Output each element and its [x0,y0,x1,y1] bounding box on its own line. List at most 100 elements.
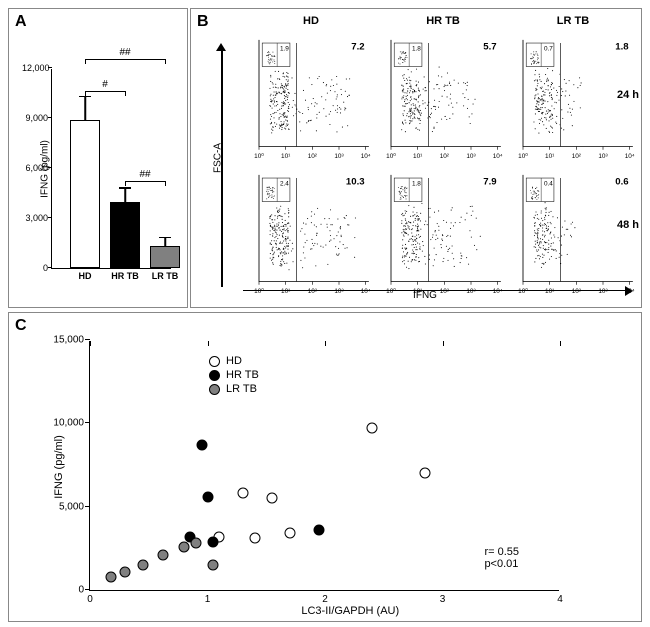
c-r: r= 0.55 [484,546,519,558]
a-xtick: LR TB [148,268,182,281]
a-sig-text: # [102,79,108,90]
flow-cell: 10⁰ 10¹ 10² 10³ 10⁴ 5.7 1.8 [375,33,503,164]
legend-hd-key [209,356,220,367]
legend-lrtb-key [209,384,220,395]
c-point-HRTB [196,440,207,451]
c-point-LRTB [208,560,219,571]
panel-c: C IFNG (pg/ml) LC3-II/GAPDH (AU) 05,0001… [8,312,642,622]
c-legend: HD HR TB LR TB [209,353,259,397]
c-point-HD [419,468,430,479]
legend-hrtb: HR TB [209,369,259,381]
c-stats: r= 0.55 p<0.01 [484,546,519,570]
svg-text:10.3: 10.3 [346,176,365,187]
svg-text:10⁰: 10⁰ [254,153,264,160]
a-sig-text: ## [119,47,130,58]
b-col-hrtb: HR TB [383,15,503,27]
b-xaxis-arrow-head [625,286,633,296]
c-point-HD [367,423,378,434]
svg-text:0.6: 0.6 [615,176,628,187]
a-xtick: HR TB [108,268,142,281]
legend-lrtb-label: LR TB [226,383,257,395]
a-ytick: 3,000 [22,213,52,223]
a-bar [70,120,100,268]
c-point-LRTB [190,538,201,549]
b-yaxis-arrow-line [221,49,223,287]
c-p: p<0.01 [484,558,519,570]
flow-cell: 10⁰10¹10²10³10⁴7.91.8 [375,168,503,299]
c-xtick: 1 [193,590,223,605]
legend-hrtb-key [209,370,220,381]
svg-text:10³: 10³ [598,153,607,160]
b-xaxis-label: IFNG [413,290,437,301]
flow-cell: 10⁰ 10¹ 10² 10³ 10⁴ 7.2 1.9 [243,33,371,164]
c-point-HRTB [202,491,213,502]
b-col-hd: HD [251,15,371,27]
c-xtick: 0 [75,590,105,605]
c-point-LRTB [179,541,190,552]
panel-c-label: C [15,317,27,335]
svg-text:10⁴: 10⁴ [361,153,371,160]
svg-text:10²: 10² [572,153,581,160]
svg-text:10²: 10² [308,153,317,160]
legend-hrtb-label: HR TB [226,369,259,381]
panel-a: A IFNG (pg/ml) 03,0006,0009,00012,000 HD… [8,8,188,308]
legend-hd-label: HD [226,355,242,367]
panel-b-label: B [197,13,209,31]
c-point-HRTB [314,525,325,536]
svg-text:10⁰: 10⁰ [386,153,396,160]
c-point-LRTB [137,560,148,571]
svg-text:10¹: 10¹ [413,153,422,160]
c-xtick: 3 [428,590,458,605]
c-ytick: 5,000 [40,501,90,512]
a-ytick: 9,000 [22,113,52,123]
c-point-LRTB [120,566,131,577]
flow-cell: 10⁰10¹10²10³10⁴0.60.4 [507,168,635,299]
c-point-LRTB [157,550,168,561]
panel-a-label: A [15,13,27,31]
svg-text:7.9: 7.9 [483,176,496,187]
svg-text:1.9: 1.9 [280,46,289,53]
flow-grid: 10⁰10¹10²10³10⁴7.21.910⁰10¹10²10³10⁴5.71… [243,33,635,293]
svg-text:1.8: 1.8 [412,181,421,188]
svg-text:1.8: 1.8 [615,41,629,52]
a-xtick: HD [68,268,102,281]
flow-cell: 10⁰10¹10²10³10⁴10.32.4 [243,168,371,299]
a-bar [150,246,180,269]
c-point-HD [284,528,295,539]
a-ytick: 6,000 [22,163,52,173]
c-ytick: 15,000 [40,335,90,346]
b-col-lrtb: LR TB [513,15,633,27]
svg-text:0.7: 0.7 [544,46,553,53]
c-point-HRTB [208,536,219,547]
svg-text:10¹: 10¹ [545,153,554,160]
svg-text:2.4: 2.4 [280,181,289,188]
c-point-LRTB [106,571,117,582]
svg-text:10³: 10³ [466,153,475,160]
scatter-chart-c: 05,00010,00015,000 01234 r= 0.55 p<0.01 [89,341,559,591]
c-point-HD [267,493,278,504]
c-xtick: 4 [545,590,575,605]
legend-lrtb: LR TB [209,383,259,395]
svg-text:1.8: 1.8 [412,46,421,53]
c-xtick: 2 [310,590,340,605]
svg-text:7.2: 7.2 [351,41,364,52]
c-point-HD [237,488,248,499]
bar-chart-a: IFNG (pg/ml) 03,0006,0009,00012,000 HDHR… [51,69,171,269]
c-ylabel: IFNG (pg/ml) [53,435,65,499]
svg-text:5.7: 5.7 [483,41,496,52]
flow-cell: 10⁰ 10¹ 10² 10³ 10⁴ 1.8 0.7 [507,33,635,164]
svg-text:10²: 10² [440,153,449,160]
a-sig-text: ## [139,169,150,180]
a-ytick: 0 [22,263,52,273]
svg-text:10³: 10³ [334,153,343,160]
legend-hd: HD [209,355,259,367]
panel-b: B HD HR TB LR TB 24 h 48 h FSC-A 10⁰10¹1… [190,8,642,308]
c-xlabel: LC3-II/GAPDH (AU) [301,605,399,617]
svg-text:10⁴: 10⁴ [493,153,503,160]
a-ytick: 12,000 [22,63,52,73]
c-ytick: 10,000 [40,418,90,429]
svg-text:10⁴: 10⁴ [625,153,635,160]
a-bar [110,202,140,268]
svg-text:10¹: 10¹ [281,153,290,160]
svg-text:10⁰: 10⁰ [518,153,528,160]
